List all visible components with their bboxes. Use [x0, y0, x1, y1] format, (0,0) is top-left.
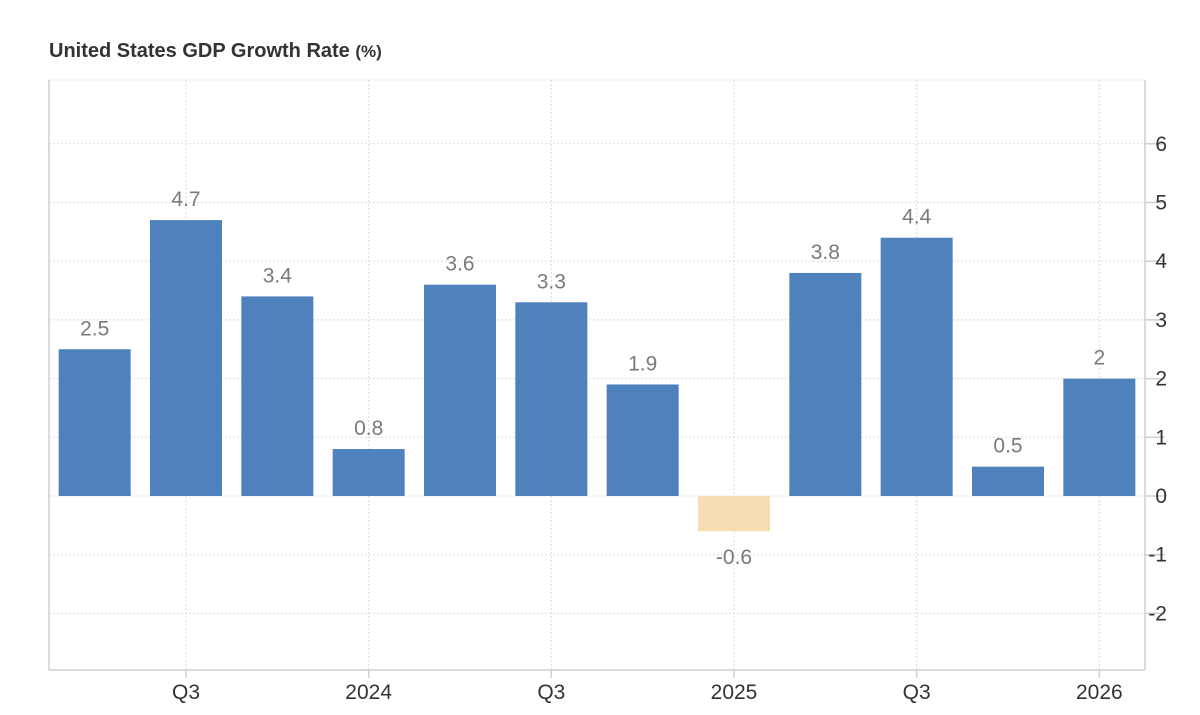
y-tick-label: -1 [1148, 544, 1167, 567]
x-tick-label: 2024 [345, 681, 392, 704]
chart-title-text: United States GDP Growth Rate [49, 40, 350, 62]
bar [1063, 378, 1136, 496]
chart-title-unit: (%) [355, 42, 382, 61]
data-label: 3.3 [537, 270, 566, 293]
data-label: 0.8 [354, 417, 383, 440]
chart-title: United States GDP Growth Rate (%) [49, 40, 382, 63]
data-label: 3.6 [445, 253, 474, 276]
y-tick-label: 0 [1155, 485, 1167, 508]
data-label: 1.9 [628, 352, 657, 375]
x-tick-label: Q3 [903, 681, 931, 704]
data-label: -0.6 [716, 546, 752, 569]
x-tick-label: 2025 [711, 681, 758, 704]
y-tick-label: -2 [1148, 602, 1167, 625]
x-tick-label: 2026 [1076, 681, 1123, 704]
bar [150, 220, 222, 497]
y-tick-label: 6 [1155, 133, 1167, 156]
y-tick-label: 3 [1155, 309, 1167, 332]
data-label: 2 [1093, 347, 1105, 370]
bar [698, 496, 770, 532]
data-label: 3.4 [263, 264, 293, 287]
x-tick-label: Q3 [537, 681, 565, 704]
data-label: 4.4 [902, 206, 932, 229]
bar [972, 466, 1044, 496]
bar [515, 302, 588, 496]
bar [332, 449, 405, 496]
bar [789, 272, 862, 496]
y-tick-label: 2 [1155, 368, 1167, 391]
x-tick-label: Q3 [172, 681, 200, 704]
y-tick-label: 1 [1155, 426, 1167, 449]
data-label: 3.8 [811, 241, 840, 264]
data-label: 2.5 [80, 317, 109, 340]
data-label: 4.7 [171, 188, 200, 211]
y-tick-label: 5 [1155, 192, 1167, 215]
bar [880, 237, 953, 496]
data-label: 0.5 [993, 435, 1022, 458]
y-tick-label: 4 [1155, 250, 1167, 273]
bar [58, 349, 131, 496]
bar [606, 384, 679, 496]
bar [241, 296, 314, 496]
bar [424, 284, 496, 496]
